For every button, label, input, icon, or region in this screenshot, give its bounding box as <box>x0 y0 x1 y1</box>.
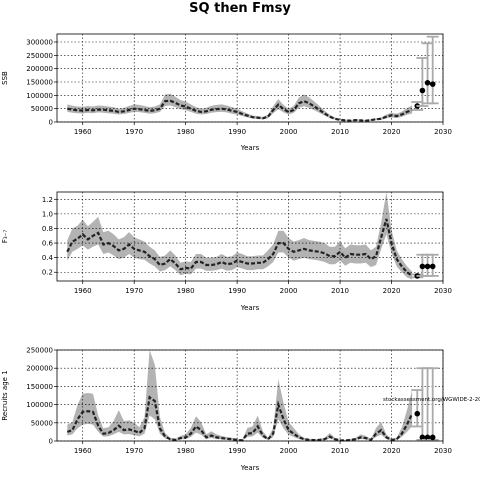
median-line <box>66 395 414 442</box>
y-tick-label: 0.4 <box>42 254 54 262</box>
x-tick-label: 2010 <box>331 287 349 295</box>
y-tick-label: 150000 <box>26 79 53 87</box>
panel-fishing-mortality: 1960 1970 1980 1990 2000 2010 2020 2030 0.2 0.4 0.… <box>1 191 452 312</box>
x-tick-label: 1980 <box>177 287 195 295</box>
y-tick-label: 1.2 <box>42 196 53 204</box>
projection-point <box>424 263 431 270</box>
y-tick-label: 50000 <box>31 105 53 113</box>
x-tick-label: 1970 <box>125 287 143 295</box>
x-tick-label: 2010 <box>331 447 349 455</box>
x-tick-label: 1970 <box>125 447 143 455</box>
x-tick-label: 2000 <box>280 287 298 295</box>
plot-frame <box>56 349 444 442</box>
x-axis-label: Years <box>240 304 260 312</box>
plot-frame <box>56 33 444 123</box>
x-tick-label: 2030 <box>434 287 452 295</box>
x-tick-label: 1960 <box>74 447 92 455</box>
x-tick-label: 1960 <box>74 287 92 295</box>
y-tick-label: 300000 <box>26 39 53 47</box>
x-tick-label: 2030 <box>434 128 452 136</box>
y-tick-label: 150000 <box>26 383 53 391</box>
y-axis-label: Recruits age 1 <box>1 370 9 420</box>
projection-point <box>419 87 426 94</box>
y-tick-label: 250000 <box>26 347 53 355</box>
projection-point <box>424 80 431 86</box>
x-tick-label: 1980 <box>177 128 195 136</box>
y-axis-label: SSB <box>1 71 9 85</box>
x-tick-label: 2030 <box>434 447 452 455</box>
confidence-band <box>67 192 413 280</box>
confidence-band <box>67 350 413 441</box>
panel-ssb: 1960 1970 1980 1990 2000 2010 2020 2030 0 50000 10… <box>1 33 452 152</box>
x-tick-label: 1980 <box>177 447 195 455</box>
y-tick-label: 1.0 <box>42 210 53 218</box>
x-tick-label: 2020 <box>383 447 401 455</box>
y-tick-label: 0.2 <box>42 269 53 277</box>
x-tick-label: 2000 <box>280 447 298 455</box>
x-tick-label: 2000 <box>280 128 298 136</box>
y-tick-label: 0.6 <box>42 240 54 248</box>
confidence-band <box>67 93 413 122</box>
y-axis-label: F₃₋₇ <box>1 230 9 244</box>
x-tick-label: 2020 <box>383 128 401 136</box>
y-tick-label: 250000 <box>26 52 53 60</box>
y-tick-label: 200000 <box>26 365 53 373</box>
x-axis-label: Years <box>240 464 260 472</box>
figure-title: SQ then Fmsy <box>189 1 291 16</box>
y-tick-label: 50000 <box>31 419 53 427</box>
y-tick-label: 0.8 <box>42 225 53 233</box>
projection-point <box>419 434 426 441</box>
projection-point <box>429 263 436 270</box>
x-tick-label: 1990 <box>228 128 246 136</box>
projection-point <box>424 434 431 441</box>
x-tick-label: 1960 <box>74 128 92 136</box>
projection-point <box>419 263 426 270</box>
y-tick-label: 0 <box>49 119 53 127</box>
panel-recruitment: 1960 1970 1980 1990 2000 2010 2020 2030 0 50000 10… <box>1 347 480 473</box>
y-tick-label: 0 <box>49 438 53 446</box>
x-tick-label: 2010 <box>331 128 349 136</box>
median-line <box>67 99 413 122</box>
projection-point <box>429 81 436 87</box>
plot-frame <box>56 191 444 282</box>
median-line <box>66 218 413 277</box>
source-annotation: stockassessment.org/WGWIDE-2-2025_h <box>383 397 480 403</box>
y-tick-label: 100000 <box>26 401 53 409</box>
x-tick-label: 2020 <box>383 287 401 295</box>
x-tick-label: 1990 <box>228 447 246 455</box>
projection-point <box>429 434 436 441</box>
x-axis-label: Years <box>240 144 260 152</box>
projection-point <box>414 410 421 417</box>
x-tick-label: 1990 <box>228 287 246 295</box>
y-tick-label: 100000 <box>26 92 53 100</box>
x-tick-label: 1970 <box>125 128 143 136</box>
y-tick-label: 200000 <box>26 65 53 73</box>
